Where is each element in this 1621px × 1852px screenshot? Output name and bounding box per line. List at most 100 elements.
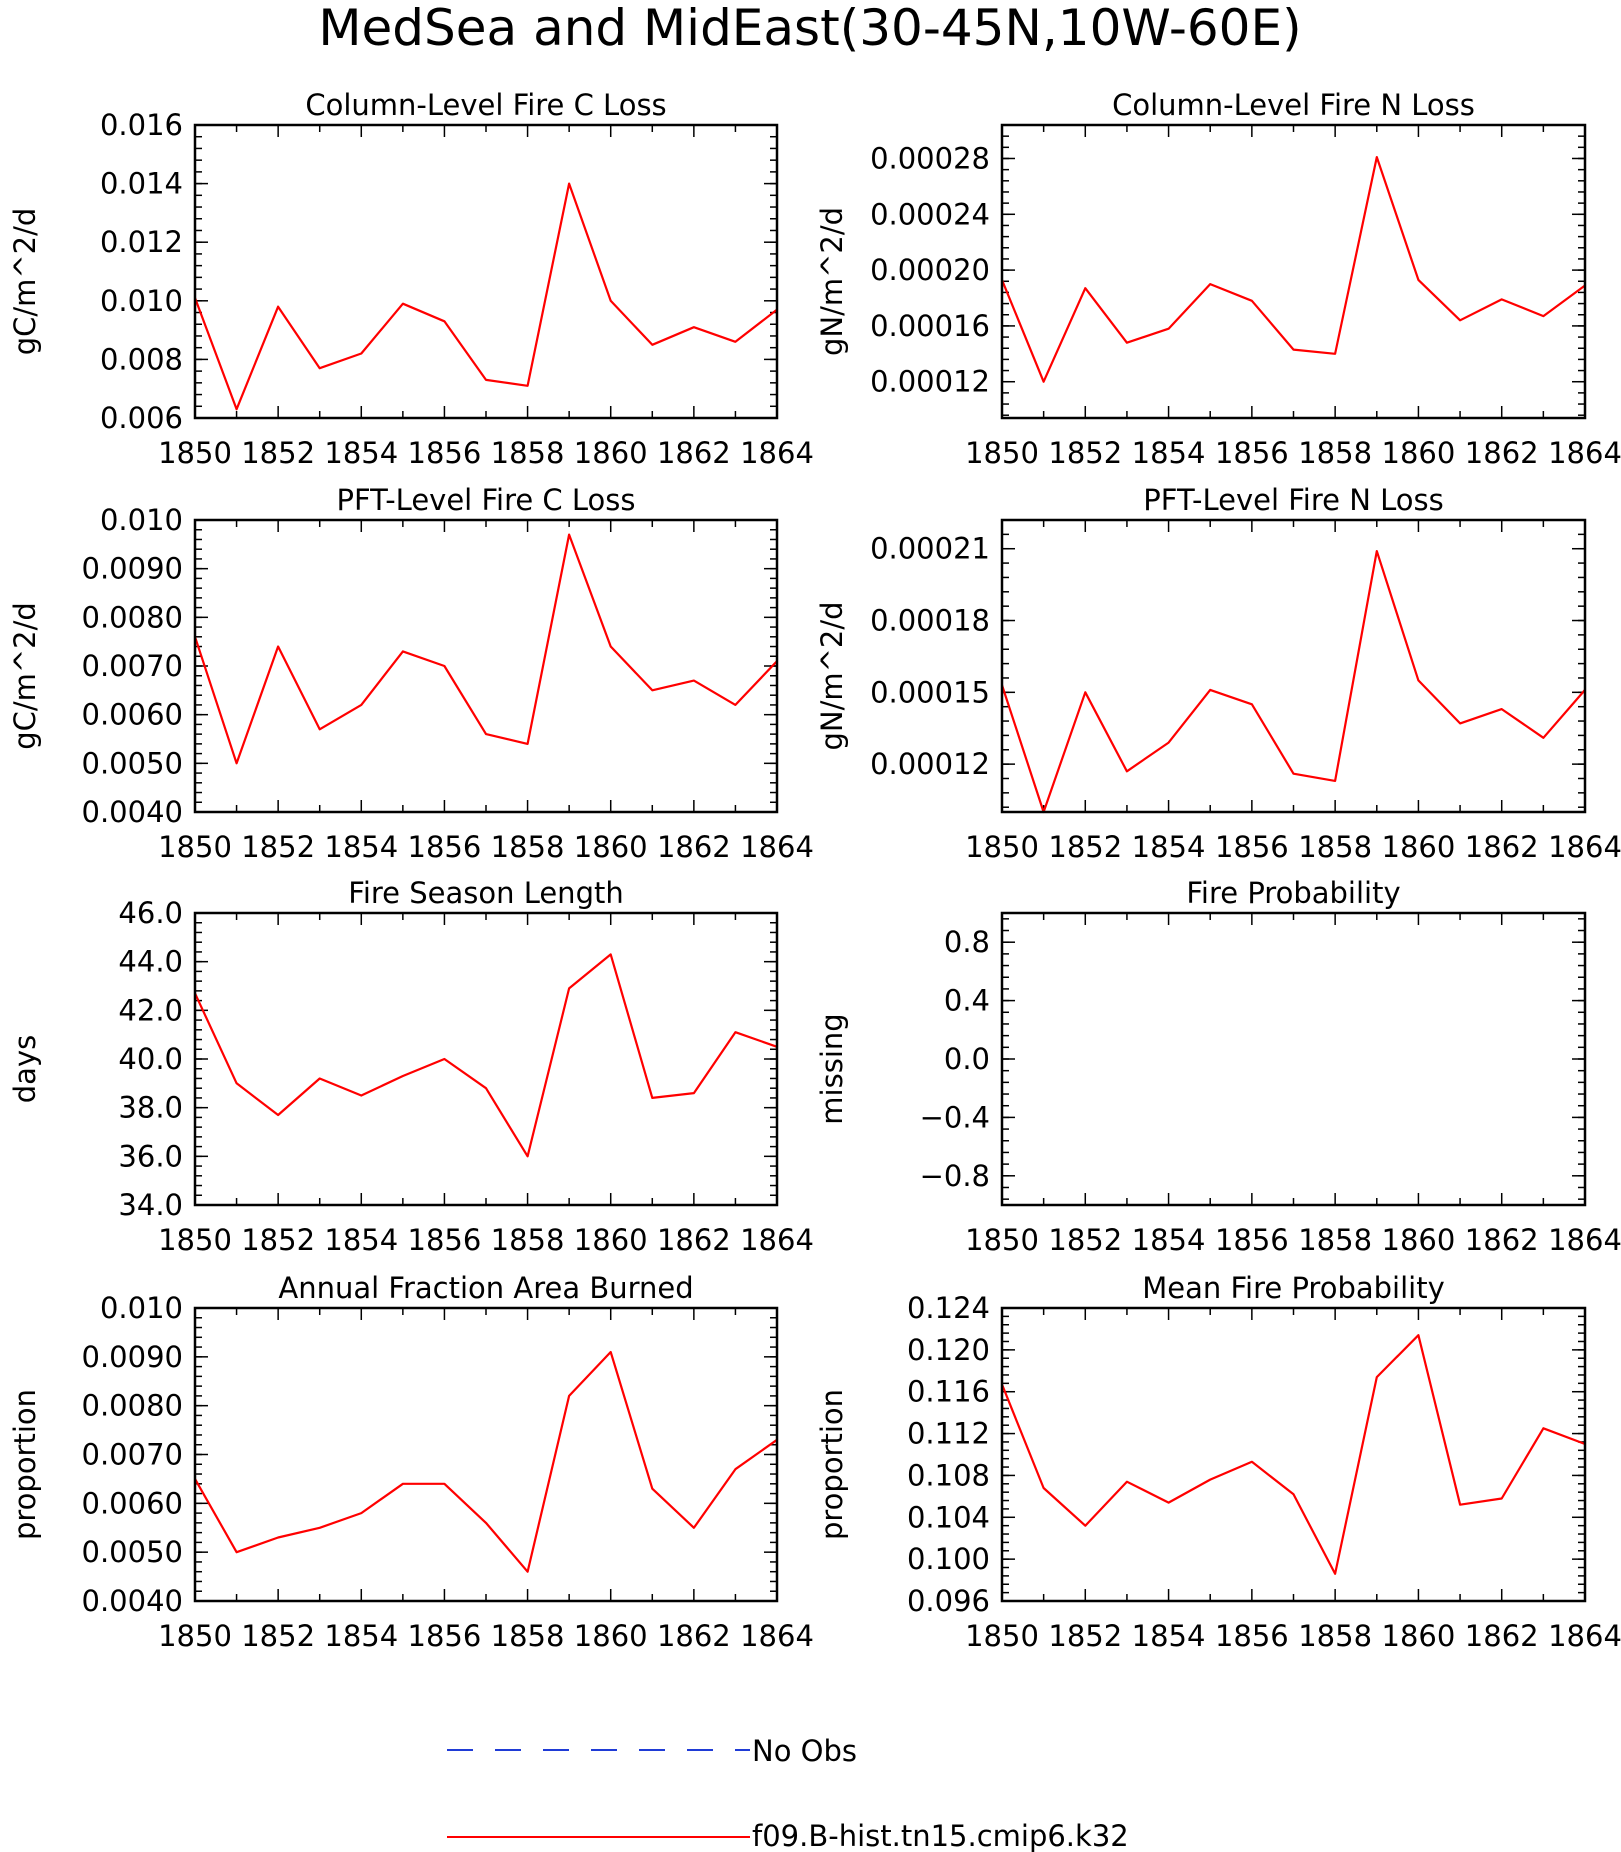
x-tick-label: 1850 <box>965 436 1039 470</box>
y-tick-label: 0.0070 <box>82 649 183 683</box>
x-tick-label: 1862 <box>657 1223 731 1257</box>
legend: No Obs f09.B-hist.tn15.cmip6.k32 <box>447 1734 1129 1852</box>
y-tick-label: 0.096 <box>907 1584 990 1618</box>
x-tick-label: 1858 <box>1298 1619 1372 1653</box>
y-tick-label: 0.0090 <box>82 552 183 586</box>
x-tick-label: 1856 <box>1215 1223 1289 1257</box>
x-tick-label: 1852 <box>1048 436 1122 470</box>
x-tick-label: 1852 <box>1048 1223 1122 1257</box>
y-tick-label: 0.014 <box>100 167 183 201</box>
x-tick-label: 1856 <box>1215 1619 1289 1653</box>
y-tick-label: 0.116 <box>907 1375 990 1409</box>
y-tick-label: 0.0060 <box>82 698 183 732</box>
series-line <box>1000 549 1586 814</box>
series-line <box>194 1350 778 1573</box>
y-tick-label: 40.0 <box>118 1042 183 1076</box>
y-tick-label: 0.120 <box>907 1333 990 1367</box>
chart-title: Mean Fire Probability <box>1142 1271 1445 1305</box>
x-tick-label: 1864 <box>1548 1619 1621 1653</box>
y-tick-label: 0.010 <box>100 1291 183 1325</box>
series-line <box>1000 156 1586 383</box>
y-tick-label: 46.0 <box>118 896 183 930</box>
x-tick-label: 1854 <box>324 1619 398 1653</box>
y-tick-label: 0.010 <box>100 284 183 318</box>
plot-frame <box>193 123 779 420</box>
x-tick-label: 1852 <box>1048 830 1122 864</box>
y-tick-label: 44.0 <box>118 945 183 979</box>
x-tick-label: 1852 <box>241 1619 315 1653</box>
y-tick-label: 38.0 <box>118 1091 183 1125</box>
y-tick-label: 0.0040 <box>82 1584 183 1618</box>
x-tick-label: 1860 <box>574 830 648 864</box>
chart-panel-8: 0.096 0.100 0.104 0.108 0.112 0.116 0.120 0.124… <box>815 1271 1621 1653</box>
y-tick-label: 0.0080 <box>82 600 183 634</box>
chart-title: Fire Probability <box>1186 876 1400 910</box>
x-tick-label: 1856 <box>408 436 482 470</box>
series-line <box>193 533 778 765</box>
x-tick-label: 1862 <box>1465 1223 1539 1257</box>
x-tick-label: 1854 <box>1132 436 1206 470</box>
y-tick-label: 0.016 <box>100 108 183 142</box>
y-tick-label: −0.8 <box>920 1159 990 1193</box>
y-axis-label: gC/m^2/d <box>8 208 42 356</box>
y-tick-label: 0.010 <box>100 503 183 537</box>
chart-title: PFT-Level Fire C Loss <box>337 483 636 517</box>
x-tick-label: 1854 <box>1132 1223 1206 1257</box>
x-tick-label: 1856 <box>1215 830 1289 864</box>
x-tick-label: 1854 <box>324 830 398 864</box>
chart-panel-5: 34.0 36.0 38.0 40.0 42.0 44.0 46.0 1850 1852 1854… <box>8 876 814 1257</box>
chart-panel-6: −0.8 −0.4 0.0 0.4 0.8 1850 1852 1854 1856 1858 186… <box>815 876 1621 1257</box>
y-tick-label: 0.00020 <box>870 253 990 287</box>
x-tick-label: 1852 <box>241 436 315 470</box>
x-tick-label: 1856 <box>1215 436 1289 470</box>
y-axis-label: missing <box>815 1013 849 1124</box>
y-tick-label: 0.8 <box>944 925 990 959</box>
x-tick-label: 1860 <box>1382 830 1456 864</box>
plot-frame <box>1000 518 1587 814</box>
x-tick-label: 1864 <box>1548 1223 1621 1257</box>
y-tick-label: 42.0 <box>118 993 183 1027</box>
figure-title: MedSea and MidEast(30-45N,10W-60E) <box>318 0 1301 57</box>
x-tick-label: 1858 <box>1298 436 1372 470</box>
x-tick-label: 1860 <box>574 436 648 470</box>
chart-panel-4: 0.00012 0.00015 0.00018 0.00021 1850 1852 1854… <box>815 483 1621 864</box>
legend-label-model: f09.B-hist.tn15.cmip6.k32 <box>752 1819 1129 1852</box>
y-axis-label: gC/m^2/d <box>8 602 42 750</box>
chart-title: Fire Season Length <box>348 876 623 910</box>
y-tick-label: 0.00024 <box>870 197 990 231</box>
chart-panel-2: 0.00012 0.00016 0.00020 0.00024 0.00028 1850 1… <box>815 88 1621 470</box>
chart-panel-3: 0.0040 0.0050 0.0060 0.0070 0.0080 0.0090 0.01… <box>8 483 814 864</box>
x-tick-label: 1860 <box>574 1619 648 1653</box>
y-tick-label: 0.0070 <box>82 1438 183 1472</box>
x-tick-label: 1858 <box>491 1619 565 1653</box>
x-tick-label: 1858 <box>1298 1223 1372 1257</box>
y-tick-label: 0.008 <box>100 342 183 376</box>
x-tick-label: 1862 <box>1465 1619 1539 1653</box>
y-tick-label: 0.0060 <box>82 1486 183 1520</box>
x-tick-label: 1858 <box>491 1223 565 1257</box>
series-line <box>1000 1334 1586 1575</box>
y-tick-label: 0.00012 <box>870 365 990 399</box>
x-tick-label: 1850 <box>158 436 232 470</box>
y-tick-label: 0.00028 <box>870 141 990 175</box>
x-tick-label: 1862 <box>657 830 731 864</box>
legend-label-no-obs: No Obs <box>752 1734 857 1768</box>
y-tick-label: 0.104 <box>907 1500 990 1534</box>
x-tick-label: 1858 <box>1298 830 1372 864</box>
x-tick-label: 1850 <box>965 1223 1039 1257</box>
y-tick-label: 0.124 <box>907 1291 990 1325</box>
x-tick-label: 1850 <box>158 830 232 864</box>
y-tick-label: 0.0050 <box>82 746 183 780</box>
x-tick-label: 1864 <box>740 830 814 864</box>
x-tick-label: 1864 <box>1548 436 1621 470</box>
y-tick-label: 36.0 <box>118 1139 183 1173</box>
y-tick-label: 0.0 <box>944 1042 990 1076</box>
chart-title: PFT-Level Fire N Loss <box>1143 483 1443 517</box>
y-tick-label: 0.00018 <box>870 604 990 638</box>
x-tick-label: 1854 <box>1132 830 1206 864</box>
x-tick-label: 1860 <box>574 1223 648 1257</box>
series-line <box>194 953 778 1158</box>
x-tick-label: 1860 <box>1382 436 1456 470</box>
y-tick-label: 0.0050 <box>82 1535 183 1569</box>
y-axis-label: proportion <box>815 1389 849 1540</box>
